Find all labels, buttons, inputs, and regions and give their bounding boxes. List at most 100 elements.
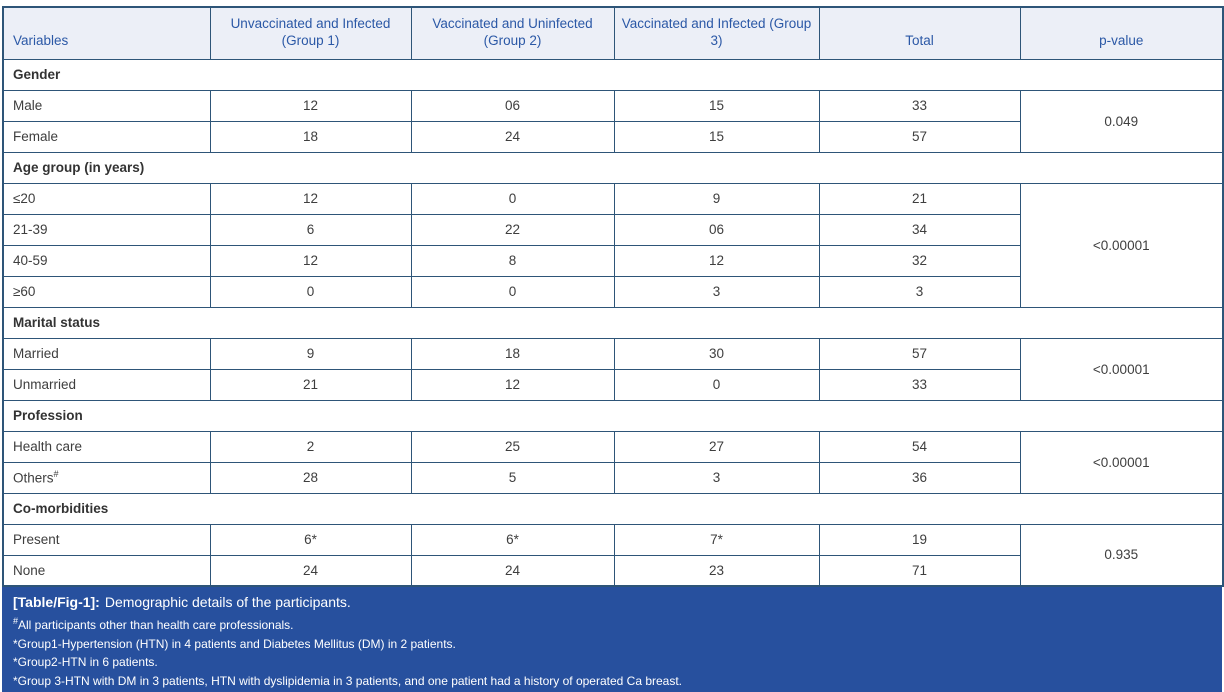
footnote-text: Group 3-HTN with DM in 3 patients, HTN w… [17, 674, 683, 689]
table-row: Married 9 18 30 57 <0.00001 [2, 337, 1224, 401]
section-header-cell: Marital status [2, 306, 1224, 339]
value-cell: 21 [209, 368, 412, 401]
row-label-cell: Present [2, 523, 211, 556]
p-value-cell: <0.00001 [1019, 182, 1224, 308]
row-label-cell: 40-59 [2, 244, 211, 277]
table-row: 40-59 12 8 12 32 [2, 244, 1223, 277]
value-cell: 22 [410, 213, 615, 246]
column-header-group3: Vaccinated and Infected (Group 3) [613, 6, 820, 60]
row-label-cell: None [2, 554, 211, 587]
p-value-cell: 0.049 [1019, 89, 1224, 153]
row-label-cell: Married [2, 337, 211, 370]
caption-title: Demographic details of the participants. [104, 594, 351, 610]
value-cell: 12 [209, 182, 412, 215]
column-header-total: Total [818, 6, 1021, 60]
value-cell: 27 [613, 430, 820, 463]
table-row: None 24 24 23 71 [2, 554, 1223, 587]
value-cell: 24 [410, 554, 615, 587]
footnote-text: Group2-HTN in 6 patients. [17, 655, 158, 670]
value-cell: 34 [818, 213, 1021, 246]
table-row: Health care 2 25 27 54 <0.00001 [2, 430, 1224, 494]
table-row: Female 18 24 15 57 [2, 120, 1223, 153]
value-cell: 19 [818, 523, 1021, 556]
p-value-cell: <0.00001 [1019, 430, 1224, 494]
footnote-marker: # [13, 616, 19, 626]
value-cell: 7* [613, 523, 820, 556]
footnote-line: #All participants other than health care… [13, 614, 1211, 635]
table-caption: [Table/Fig-1]: Demographic details of the… [2, 587, 1222, 692]
section-row: Co-morbidities [2, 492, 1224, 525]
table-row: ≤20 12 0 9 21 <0.00001 [2, 182, 1224, 308]
row-label-cell: Male [2, 89, 211, 122]
value-cell: 57 [818, 120, 1021, 153]
value-cell: 15 [613, 89, 820, 122]
value-cell: 5 [410, 461, 615, 494]
footnote-line: *Group2-HTN in 6 patients. [13, 653, 1211, 672]
footnote-text: All participants other than health care … [18, 618, 294, 632]
caption-line: [Table/Fig-1]: Demographic details of the… [13, 594, 1211, 610]
value-cell: 21 [818, 182, 1021, 215]
column-header-group1: Unvaccinated and Infected (Group 1) [209, 6, 412, 60]
footnote-marker: * [13, 674, 18, 689]
value-cell: 18 [410, 337, 615, 370]
value-cell: 06 [613, 213, 820, 246]
value-cell: 0 [613, 368, 820, 401]
value-cell: 0 [410, 275, 615, 308]
row-label-cell: ≥60 [2, 275, 211, 308]
value-cell: 28 [209, 461, 412, 494]
column-header-group2: Vaccinated and Uninfected (Group 2) [410, 6, 615, 60]
value-cell: 33 [818, 89, 1021, 122]
value-cell: 12 [410, 368, 615, 401]
value-cell: 36 [818, 461, 1021, 494]
demographics-table: Variables Unvaccinated and Infected (Gro… [2, 6, 1224, 587]
value-cell: 3 [613, 461, 820, 494]
section-header-cell: Gender [2, 58, 1224, 91]
section-row: Age group (in years) [2, 151, 1224, 184]
table-row: Male 12 06 15 33 0.049 [2, 89, 1224, 153]
value-cell: 32 [818, 244, 1021, 277]
value-cell: 0 [209, 275, 412, 308]
footnote-marker: * [13, 636, 18, 651]
value-cell: 12 [209, 244, 412, 277]
table-header: Variables Unvaccinated and Infected (Gro… [2, 6, 1224, 60]
row-label: Others [13, 470, 54, 486]
row-label-cell: Health care [2, 430, 211, 463]
footnote-line: *Group 3-HTN with DM in 3 patients, HTN … [13, 672, 1211, 691]
row-label-cell: Unmarried [2, 368, 211, 401]
footnote-marker: # [53, 469, 59, 480]
value-cell: 15 [613, 120, 820, 153]
table-row: Unmarried 21 12 0 33 [2, 368, 1223, 401]
value-cell: 25 [410, 430, 615, 463]
section-row: Marital status [2, 306, 1224, 339]
caption-label: [Table/Fig-1]: [13, 594, 100, 610]
value-cell: 24 [410, 120, 615, 153]
section-header-cell: Profession [2, 399, 1224, 432]
value-cell: 8 [410, 244, 615, 277]
table-body: Gender Male 12 06 15 33 0.049 Female 18 … [2, 58, 1224, 587]
p-value-cell: <0.00001 [1019, 337, 1224, 401]
value-cell: 6 [209, 213, 412, 246]
value-cell: 3 [818, 275, 1021, 308]
value-cell: 71 [818, 554, 1021, 587]
value-cell: 9 [209, 337, 412, 370]
value-cell: 12 [209, 89, 412, 122]
value-cell: 33 [818, 368, 1021, 401]
column-header-variables: Variables [2, 6, 211, 60]
p-value-cell: 0.935 [1019, 523, 1224, 587]
value-cell: 57 [818, 337, 1021, 370]
row-label-cell: Female [2, 120, 211, 153]
section-header-cell: Co-morbidities [2, 492, 1224, 525]
row-label-cell: 21-39 [2, 213, 211, 246]
section-header-cell: Age group (in years) [2, 151, 1224, 184]
footnote-line: *Group1-Hypertension (HTN) in 4 patients… [13, 635, 1211, 654]
section-row: Gender [2, 58, 1224, 91]
value-cell: 06 [410, 89, 615, 122]
table-row: ≥60 0 0 3 3 [2, 275, 1223, 308]
table-row: Present 6* 6* 7* 19 0.935 [2, 523, 1224, 587]
value-cell: 54 [818, 430, 1021, 463]
header-row: Variables Unvaccinated and Infected (Gro… [2, 6, 1224, 60]
row-label-cell: Others# [2, 461, 211, 494]
value-cell: 6* [410, 523, 615, 556]
value-cell: 12 [613, 244, 820, 277]
